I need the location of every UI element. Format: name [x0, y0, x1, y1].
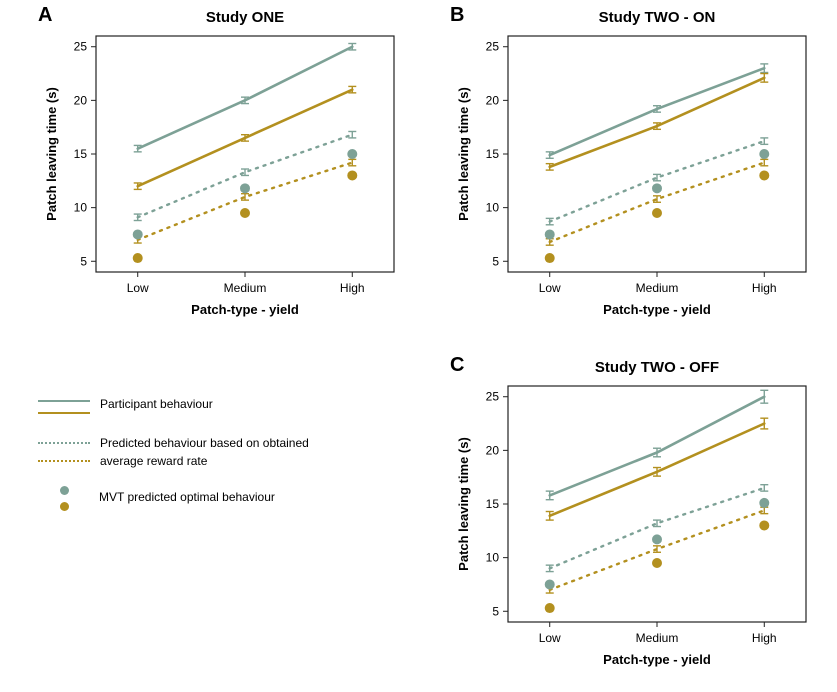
legend-line-dotted-ochre	[38, 460, 90, 462]
svg-text:Study TWO - ON: Study TWO - ON	[599, 9, 716, 26]
panel-b-label: B	[450, 4, 464, 27]
legend-line-solid-teal	[38, 400, 90, 402]
legend-dot-teal	[60, 486, 69, 495]
svg-text:Patch leaving time (s): Patch leaving time (s)	[456, 87, 471, 221]
legend-participant-ochre: Participant behaviour	[38, 406, 309, 420]
svg-text:Patch-type - yield: Patch-type - yield	[603, 302, 711, 317]
legend-text-predicted1: Predicted behaviour based on obtained	[100, 436, 309, 450]
panel-b: B Study TWO - ON 5 10 15 20 25 Patch leaving t…	[450, 6, 820, 326]
chart-c: Study TWO - OFF 5 10 15 20 25 Patch leaving ti…	[450, 356, 820, 676]
svg-text:Study ONE: Study ONE	[206, 9, 284, 26]
legend-predicted-teal: Predicted behaviour based on obtained	[38, 436, 309, 450]
legend-line-dotted-teal	[38, 442, 90, 444]
svg-text:10: 10	[74, 201, 88, 215]
chart-b: Study TWO - ON 5 10 15 20 25 Patch leaving tim…	[450, 6, 820, 326]
svg-text:Patch leaving time (s): Patch leaving time (s)	[44, 87, 59, 221]
svg-text:5: 5	[492, 604, 499, 618]
svg-text:Medium: Medium	[636, 631, 679, 645]
svg-text:High: High	[752, 631, 777, 645]
svg-text:Patch-type - yield: Patch-type - yield	[191, 302, 299, 317]
svg-text:25: 25	[74, 40, 88, 54]
svg-text:25: 25	[486, 390, 500, 404]
svg-text:High: High	[340, 281, 365, 295]
svg-text:25: 25	[486, 40, 500, 54]
svg-text:15: 15	[486, 147, 500, 161]
svg-text:High: High	[752, 281, 777, 295]
chart-a: Study ONE 5 10 15 20 25 Patch leaving time (s)…	[38, 6, 408, 326]
legend-dot-ochre	[60, 502, 69, 511]
svg-text:Low: Low	[539, 281, 561, 295]
legend-text-predicted2: average reward rate	[100, 454, 207, 468]
legend-text-mvt: MVT predicted optimal behaviour	[99, 490, 275, 504]
legend-text-participant: Participant behaviour	[100, 397, 213, 411]
svg-text:Low: Low	[539, 631, 561, 645]
svg-text:20: 20	[486, 443, 500, 457]
panel-a-label: A	[38, 4, 52, 27]
panel-c-label: C	[450, 354, 464, 377]
svg-text:Medium: Medium	[224, 281, 267, 295]
svg-text:Low: Low	[127, 281, 149, 295]
panel-a: A Study ONE 5 10 15 20 25 Patch leaving time (…	[38, 6, 408, 326]
legend: Participant behaviour Predicted behaviou…	[38, 400, 309, 517]
legend-predicted-ochre: average reward rate	[38, 454, 309, 468]
svg-text:20: 20	[74, 93, 88, 107]
svg-text:10: 10	[486, 551, 500, 565]
svg-text:15: 15	[74, 147, 88, 161]
svg-text:5: 5	[492, 254, 499, 268]
svg-text:Patch-type - yield: Patch-type - yield	[603, 652, 711, 667]
svg-text:5: 5	[80, 254, 87, 268]
legend-line-solid-ochre	[38, 412, 90, 414]
svg-text:20: 20	[486, 93, 500, 107]
svg-text:Medium: Medium	[636, 281, 679, 295]
svg-text:15: 15	[486, 497, 500, 511]
legend-mvt-ochre: MVT predicted optimal behaviour	[38, 499, 309, 513]
svg-text:10: 10	[486, 201, 500, 215]
svg-text:Patch leaving time (s): Patch leaving time (s)	[456, 437, 471, 571]
svg-text:Study TWO - OFF: Study TWO - OFF	[595, 359, 719, 376]
panel-c: C Study TWO - OFF 5 10 15 20 25 Patch leaving …	[450, 356, 820, 676]
